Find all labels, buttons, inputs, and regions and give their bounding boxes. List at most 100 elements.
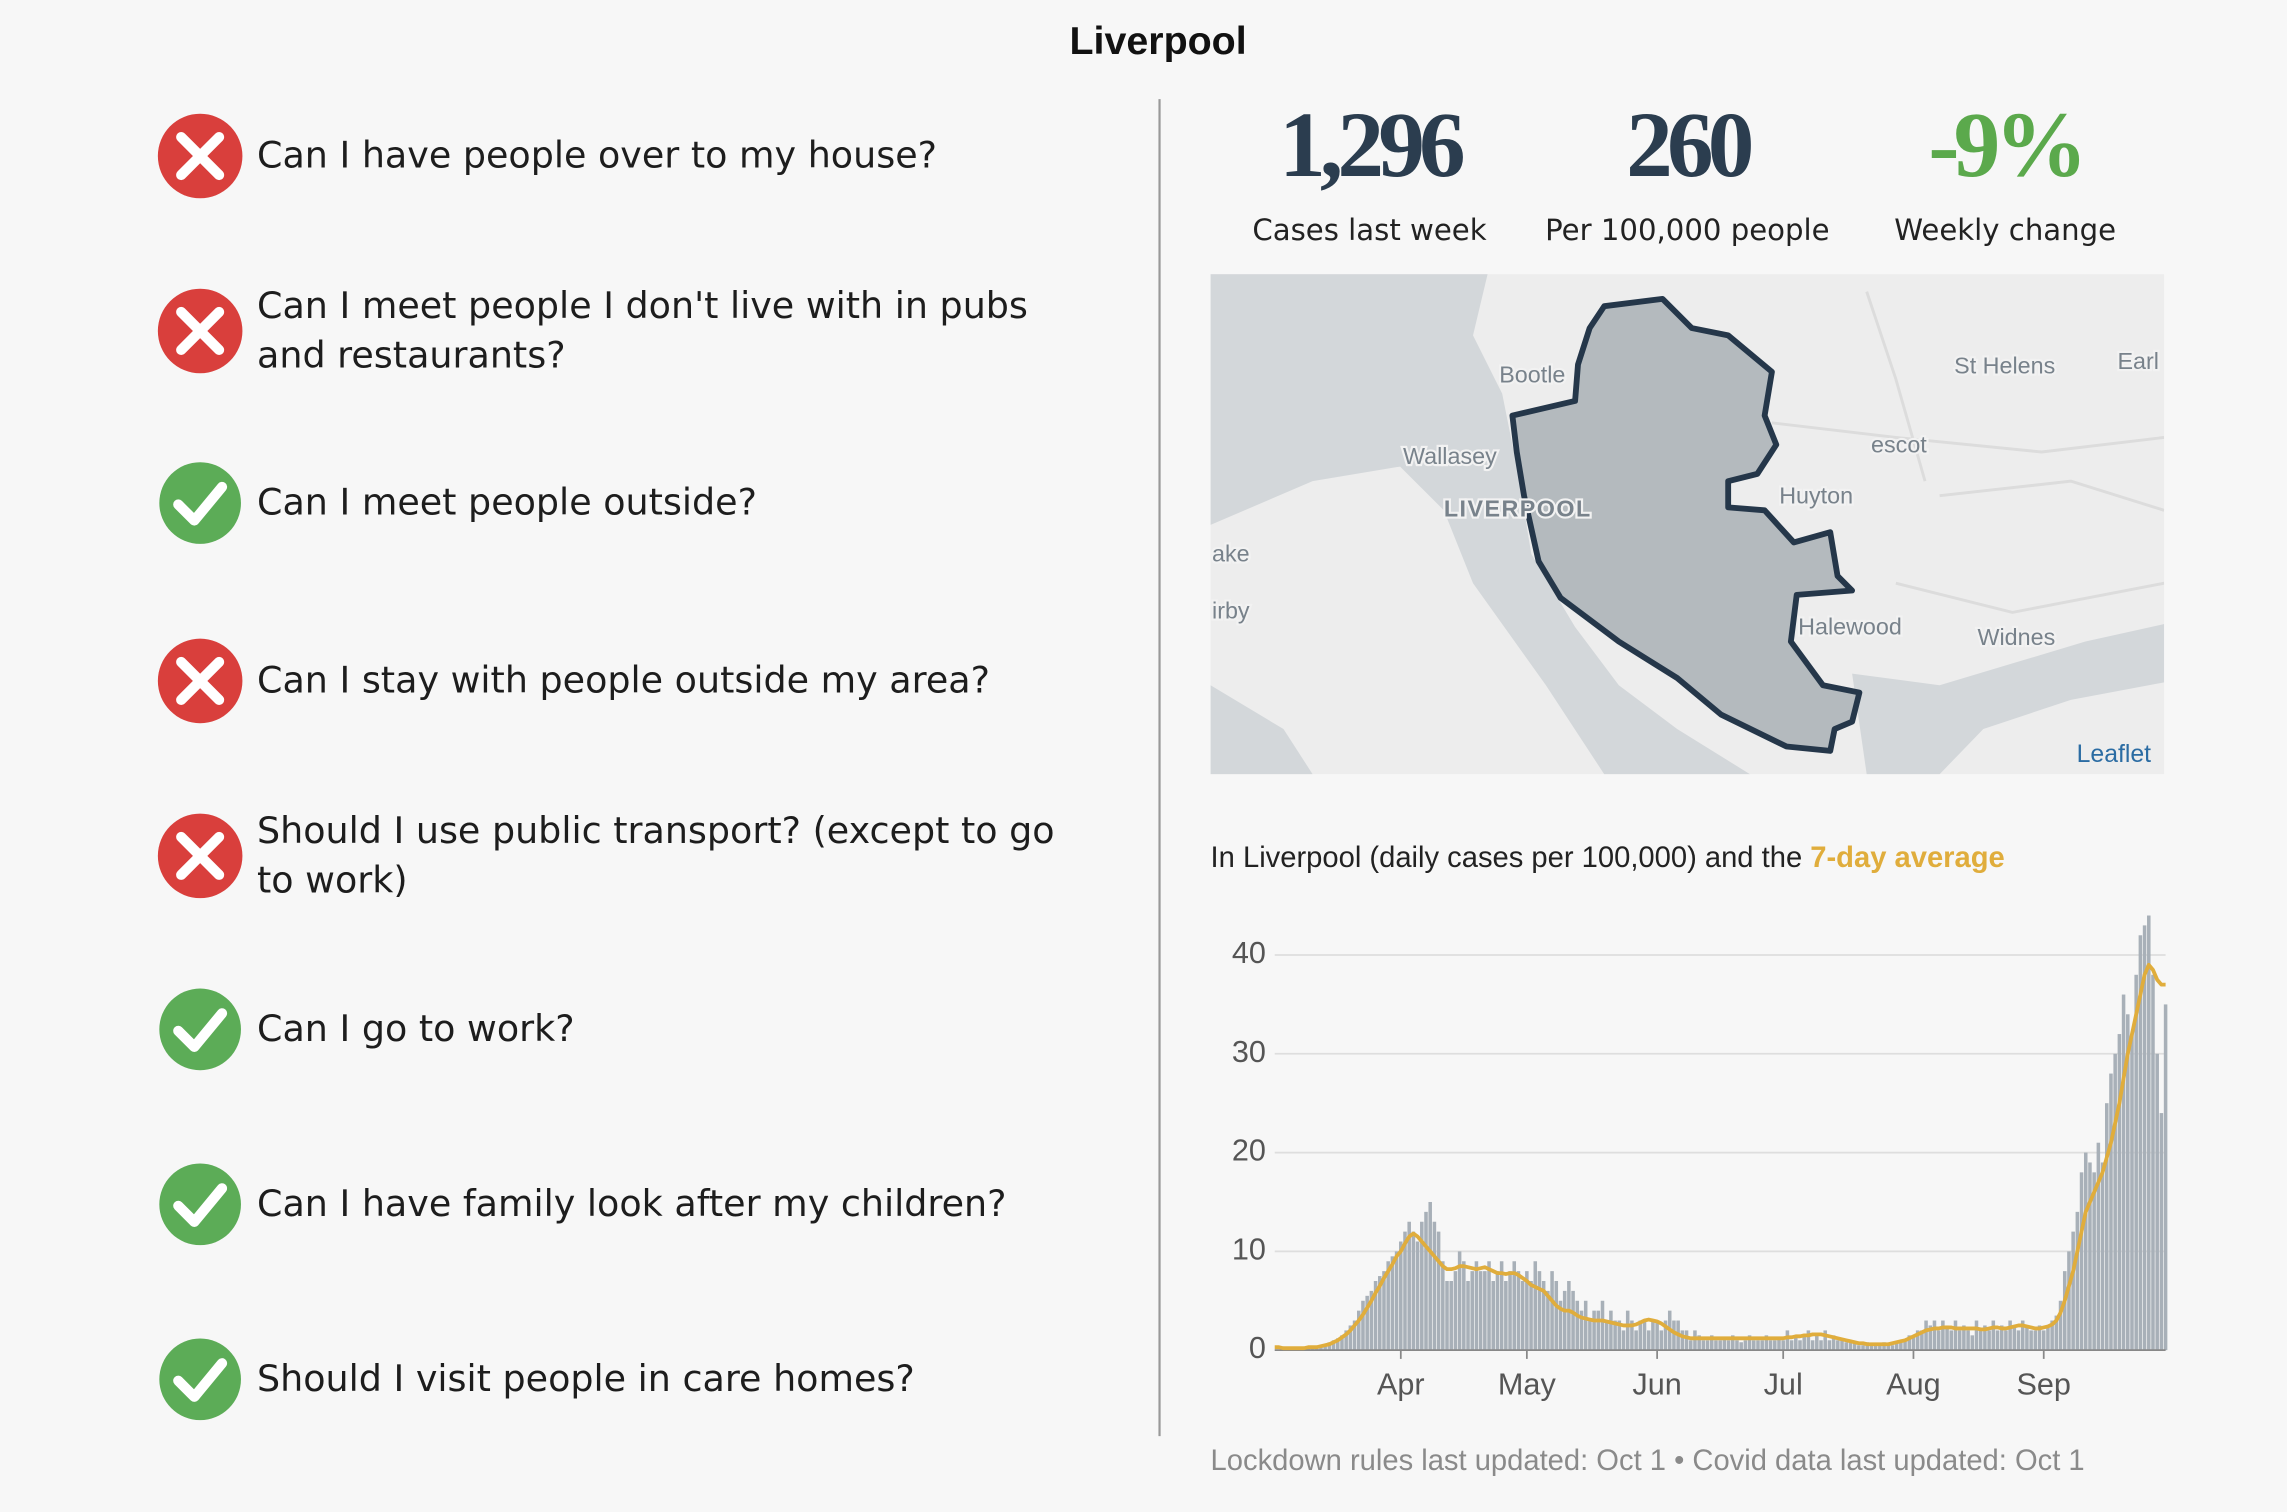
bar (1693, 1330, 1697, 1351)
bar (1583, 1300, 1588, 1351)
stat-value: -9% (1928, 94, 2082, 197)
check-icon (159, 1163, 241, 1246)
bar (1399, 1241, 1403, 1351)
bar (1983, 1325, 1987, 1351)
map (1210, 274, 2165, 775)
stat-label: Weekly change (1894, 213, 2116, 247)
bar (1836, 1340, 1840, 1351)
question-row: Should I visit people in care homes? (257, 1357, 915, 1399)
map-label: Huyton (1779, 482, 1853, 508)
map-label: Earl (2117, 348, 2158, 374)
bar (1974, 1320, 1979, 1351)
chart-subtitle: In Liverpool (daily cases per 100,000) a… (1211, 841, 2005, 873)
check-icon (159, 1338, 241, 1421)
bar (1680, 1330, 1685, 1351)
bar (2004, 1330, 2008, 1351)
bar (1617, 1320, 1622, 1351)
bar (1957, 1330, 1962, 1351)
bar (1495, 1271, 1500, 1351)
bar (1537, 1271, 1542, 1351)
bar (2147, 915, 2151, 1351)
bar (1731, 1335, 1735, 1351)
bar (2092, 1172, 2096, 1351)
check-icon (159, 462, 241, 544)
bar (2134, 974, 2138, 1351)
bar (1558, 1300, 1563, 1351)
bar (2071, 1231, 2075, 1351)
bar (2008, 1320, 2012, 1351)
bar (2117, 1034, 2122, 1351)
bar (1579, 1310, 1584, 1351)
bar (1709, 1335, 1714, 1351)
bar (1407, 1221, 1411, 1351)
bar (1470, 1271, 1474, 1351)
bar (1567, 1281, 1571, 1351)
question: Can I stay with people outside my area? (257, 659, 990, 702)
bar (1810, 1340, 1815, 1351)
y-tick-label: 20 (1232, 1134, 1266, 1168)
bar (1861, 1345, 1865, 1351)
bar (1819, 1340, 1823, 1351)
bar (1415, 1241, 1420, 1351)
bar (1785, 1330, 1790, 1351)
bar (1907, 1335, 1912, 1351)
bar (1646, 1330, 1651, 1351)
bar (1945, 1325, 1949, 1351)
map-attribution: Leaflet (2077, 741, 2151, 768)
x-tick-label: Sep (2016, 1368, 2070, 1402)
bar (2096, 1142, 2101, 1351)
bar (1663, 1320, 1668, 1351)
bar (1403, 1231, 1407, 1351)
bar (1592, 1310, 1596, 1351)
bar (2075, 1211, 2080, 1351)
bar (1600, 1300, 1605, 1351)
bar (1394, 1251, 1399, 1351)
bar (1613, 1320, 1617, 1351)
question-row: Can I meet people outside? (257, 481, 757, 523)
bar (2151, 974, 2155, 1351)
bar (1928, 1325, 1933, 1351)
bar (2142, 925, 2147, 1351)
map-label: St Helens (1954, 353, 2055, 379)
question: Should I use public transport? (except t… (257, 809, 1055, 902)
bar (1999, 1325, 2004, 1351)
y-tick-label: 0 (1249, 1331, 1266, 1365)
bar (1525, 1271, 1529, 1351)
bar (2155, 1053, 2159, 1351)
bar (1915, 1330, 1920, 1351)
bar (1596, 1310, 1601, 1351)
bar (1474, 1261, 1479, 1351)
bar (1773, 1340, 1777, 1351)
bar (2067, 1251, 2071, 1351)
bar (1844, 1342, 1848, 1351)
bar (2025, 1325, 2029, 1351)
bar (2046, 1325, 2050, 1351)
bar (1823, 1330, 1827, 1351)
bar (1642, 1320, 1647, 1351)
x-tick-label: Jul (1764, 1368, 1803, 1402)
bar (1504, 1281, 1508, 1351)
bar (1831, 1335, 1836, 1351)
footer: Lockdown rules last updated: Oct 1 • Cov… (1211, 1445, 2085, 1477)
bar (1684, 1330, 1689, 1351)
title: Liverpool (1070, 19, 1247, 63)
bar (1886, 1345, 1891, 1351)
subtitle-text: In Liverpool (daily cases per 100,000) a… (1211, 841, 1811, 873)
bar (1777, 1337, 1781, 1351)
bar (1873, 1343, 1878, 1351)
bar (1445, 1281, 1449, 1351)
question-row: Can I go to work? (257, 1008, 575, 1050)
bar (1815, 1335, 1819, 1351)
x-tick-label: May (1498, 1368, 1557, 1402)
bar (1554, 1281, 1559, 1351)
bar (1987, 1330, 1991, 1351)
x-tick-label: Apr (1377, 1368, 1425, 1402)
cross-icon (157, 113, 243, 199)
bar (1655, 1320, 1659, 1351)
bar (1533, 1261, 1538, 1351)
bar (1609, 1310, 1613, 1351)
question-row: Can I have people over to my house? (257, 134, 937, 176)
average-legend: 7-day average (1810, 841, 2004, 873)
bar (1520, 1281, 1525, 1351)
bar (1953, 1320, 1958, 1351)
